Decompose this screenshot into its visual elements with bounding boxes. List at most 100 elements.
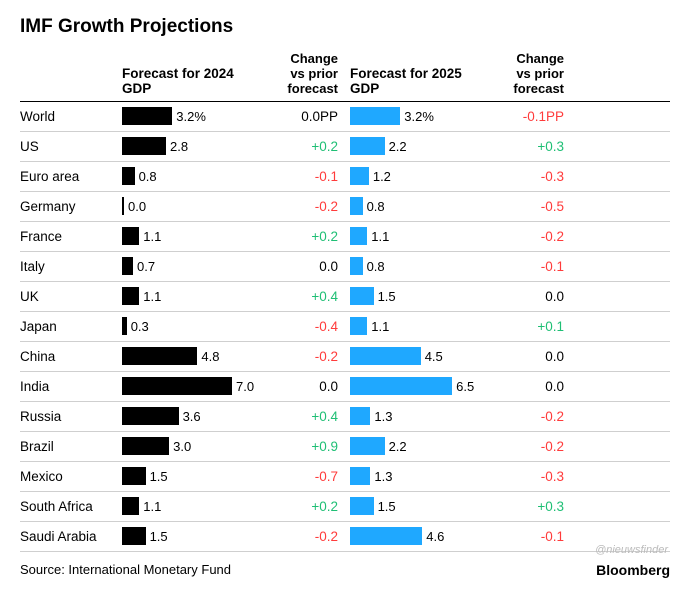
change-2025: +0.3 [484,499,566,514]
header-row: Forecast for 2024 GDP Changevs priorfore… [20,52,670,102]
table-row: Saudi Arabia1.5-0.24.6-0.1 [20,522,670,552]
bar-2024-value: 4.8 [201,349,219,364]
bar-2024-value: 1.1 [143,499,161,514]
change-2025: +0.1 [484,319,566,334]
bar-2025: 1.3 [344,407,484,425]
data-rows-container: World3.2%0.0PP3.2%-0.1PPUS2.8+0.22.2+0.3… [20,102,670,552]
bar-2024-value: 1.1 [143,229,161,244]
bar-2024: 1.1 [122,227,262,245]
bar-2025: 1.3 [344,467,484,485]
bar-2025: 0.8 [344,197,484,215]
bar-2024-value: 1.5 [150,529,168,544]
bar-2024-value: 3.2% [176,109,206,124]
change-2025: -0.1 [484,529,566,544]
bar-2024-value: 0.7 [137,259,155,274]
country-label: South Africa [20,499,122,514]
bar-2025-value: 4.5 [425,349,443,364]
bar-2025-value: 1.5 [378,499,396,514]
bar-2024: 1.1 [122,287,262,305]
change-2024: +0.2 [262,499,344,514]
bar-2024-value: 0.3 [131,319,149,334]
country-label: Japan [20,319,122,334]
change-2024: -0.1 [262,169,344,184]
table-row: Euro area0.8-0.11.2-0.3 [20,162,670,192]
change-2025: -0.2 [484,409,566,424]
bar-2025: 0.8 [344,257,484,275]
table-row: South Africa 1.1 +0.2 1.5 +0.3 [20,492,670,522]
change-2025: -0.3 [484,469,566,484]
bar-2024-value: 3.0 [173,439,191,454]
bar-2024: 0.3 [122,317,262,335]
bar-2025: 1.1 [344,227,484,245]
bar-2025: 6.5 [344,377,484,395]
change-2024: +0.4 [262,409,344,424]
bar-2024: 4.8 [122,347,262,365]
change-2024: 0.0 [262,379,344,394]
table-row: India7.00.06.50.0 [20,372,670,402]
bar-2025-value: 4.6 [426,529,444,544]
change-2024: 0.0PP [262,109,344,124]
bar-2024: 0.0 [122,197,262,215]
change-2025: -0.3 [484,169,566,184]
bar-2024: 0.7 [122,257,262,275]
bar-2025: 1.1 [344,317,484,335]
bar-2024: 3.6 [122,407,262,425]
bar-2025-value: 3.2% [404,109,434,124]
header-change-2024: Changevs priorforecast [262,52,344,97]
bar-2024: 7.0 [122,377,262,395]
change-2025: 0.0 [484,289,566,304]
change-2024: -0.7 [262,469,344,484]
country-label: Saudi Arabia [20,529,122,544]
bar-2025: 4.6 [344,527,484,545]
country-label: China [20,349,122,364]
country-label: Italy [20,259,122,274]
bar-2024: 3.2% [122,107,262,125]
change-2024: +0.9 [262,439,344,454]
bar-2024-value: 1.1 [143,289,161,304]
country-label: India [20,379,122,394]
bar-2025-value: 2.2 [389,139,407,154]
change-2024: +0.2 [262,229,344,244]
table-row: China4.8-0.24.50.0 [20,342,670,372]
bar-2025: 4.5 [344,347,484,365]
table-row: Germany0.0-0.20.8-0.5 [20,192,670,222]
bar-2025-value: 0.8 [367,199,385,214]
table-row: Russia 3.6 +0.4 1.3 -0.2 [20,402,670,432]
table-row: UK1.1+0.41.50.0 [20,282,670,312]
bar-2025-value: 1.5 [378,289,396,304]
bar-2025: 2.2 [344,437,484,455]
country-label: France [20,229,122,244]
country-label: World [20,109,122,124]
bar-2025-value: 1.1 [371,319,389,334]
change-2024: -0.2 [262,199,344,214]
bar-2025-value: 2.2 [389,439,407,454]
bar-2024-value: 1.5 [150,469,168,484]
watermark-text: @nieuwsfinder [595,544,668,556]
change-2024: -0.4 [262,319,344,334]
table-row: Mexico1.5-0.71.3-0.3 [20,462,670,492]
change-2025: 0.0 [484,349,566,364]
table-row: US2.8+0.2 2.2 +0.3 [20,132,670,162]
country-label: Euro area [20,169,122,184]
bar-2024-value: 7.0 [236,379,254,394]
bar-2024: 1.5 [122,467,262,485]
header-forecast-2024: Forecast for 2024 GDP [122,66,262,97]
bar-2024-value: 3.6 [183,409,201,424]
country-label: Russia [20,409,122,424]
bar-2025: 3.2% [344,107,484,125]
bar-2024: 1.5 [122,527,262,545]
table-row: World3.2%0.0PP3.2%-0.1PP [20,102,670,132]
change-2025: -0.1 [484,259,566,274]
table-row: France1.1+0.21.1-0.2 [20,222,670,252]
bar-2025-value: 1.3 [374,409,392,424]
country-label: Germany [20,199,122,214]
bar-2025: 1.5 [344,287,484,305]
change-2025: +0.3 [484,139,566,154]
bar-2025-value: 1.2 [373,169,391,184]
bar-2024: 2.8 [122,137,262,155]
country-label: US [20,139,122,154]
country-label: UK [20,289,122,304]
change-2024: +0.2 [262,139,344,154]
chart-footer: Source: International Monetary Fund Bloo… [20,562,670,578]
bar-2025-value: 0.8 [367,259,385,274]
